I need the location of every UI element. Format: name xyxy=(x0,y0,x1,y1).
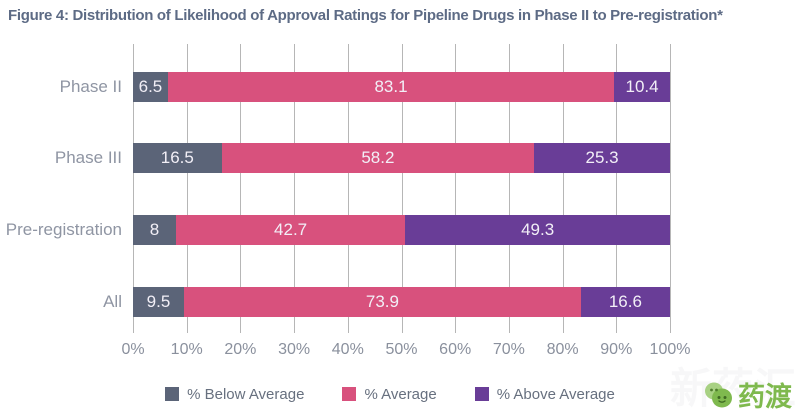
x-tick-label-70%: 70% xyxy=(492,341,525,358)
bar-segment: 10.4 xyxy=(614,72,670,102)
gridline-100% xyxy=(670,44,671,333)
x-tick-label-20%: 20% xyxy=(224,341,257,358)
x-tick-label-10%: 10% xyxy=(170,341,203,358)
legend-swatch-icon xyxy=(342,387,357,401)
plot-area: 6.5 83.1 10.4 16.5 58.2 25.3 8 42.7 49.3 9.5 73.9 1… xyxy=(133,44,671,333)
category-label-phase-iii: Phase III xyxy=(54,148,122,167)
legend: % Below Average % Average % Above Average xyxy=(0,384,780,404)
category-label-pre-registration: Pre-registration xyxy=(5,220,122,239)
gridline-90% xyxy=(616,44,618,333)
gridline-10% xyxy=(186,44,188,333)
x-axis-ticks: 0% 10% 20% 30% 40% 50% 60% 70% 80% 90% 100% xyxy=(121,341,690,361)
bar-value-label: 73.9 xyxy=(365,292,399,311)
bar-value-label: 83.1 xyxy=(374,77,408,96)
brand-logo: 药渡 xyxy=(704,381,792,414)
gridline-30% xyxy=(294,44,296,333)
gridline-70% xyxy=(508,44,510,333)
x-tick-label-100%: 100% xyxy=(649,341,691,358)
x-tick-label-30%: 30% xyxy=(278,341,311,358)
bar-value-label: 10.4 xyxy=(625,77,659,96)
bar-segment: 83.1 xyxy=(167,72,615,102)
background-watermark: 新药汇 xyxy=(669,365,796,412)
bar-segment: 16.6 xyxy=(580,287,670,317)
x-tick-label-60%: 60% xyxy=(439,341,472,358)
bar-segment: 42.7 xyxy=(175,215,406,245)
bar-segment: 25.3 xyxy=(534,143,670,173)
legend-swatch-icon xyxy=(165,387,180,401)
bar-row-phase-ii: 6.5 83.1 10.4 xyxy=(133,72,670,102)
bar-row-pre-registration: 8 42.7 49.3 xyxy=(133,215,670,245)
legend-item: % Average xyxy=(342,385,437,403)
x-tick-label-90%: 90% xyxy=(600,341,633,358)
leaf-mascot-icon xyxy=(704,381,734,414)
brand-name-text: 药渡 xyxy=(738,382,792,412)
gridline-20% xyxy=(240,44,242,333)
category-label-phase-ii: Phase II xyxy=(59,77,122,96)
legend-label: % Below Average xyxy=(187,385,305,403)
bar-row-all: 9.5 73.9 16.6 xyxy=(133,287,670,317)
bar-value-label: 8 xyxy=(149,220,160,239)
bar-value-label: 9.5 xyxy=(146,292,171,311)
gridline-60% xyxy=(455,44,457,333)
bar-value-label: 25.3 xyxy=(585,148,619,167)
x-tick-label-50%: 50% xyxy=(385,341,418,358)
bar-value-label: 42.7 xyxy=(274,220,308,239)
bar-segment: 8 xyxy=(133,215,176,245)
bar-segment: 16.5 xyxy=(133,143,222,173)
gridline-50% xyxy=(401,44,403,333)
bar-value-label: 58.2 xyxy=(361,148,395,167)
bar-value-label: 16.5 xyxy=(160,148,194,167)
x-tick-label-0%: 0% xyxy=(121,341,145,358)
legend-item: % Below Average xyxy=(165,386,304,403)
chart-title: Figure 4: Distribution of Likelihood of … xyxy=(8,7,723,24)
x-tick-label-80%: 80% xyxy=(546,341,579,358)
legend-swatch-icon xyxy=(474,387,489,401)
legend-label: % Average xyxy=(364,385,437,403)
x-tick-label-40%: 40% xyxy=(331,341,364,358)
bar-segment: 73.9 xyxy=(184,287,581,317)
gridline-40% xyxy=(347,44,349,333)
legend-label: % Above Average xyxy=(496,385,615,403)
bar-value-label: 16.6 xyxy=(608,292,642,311)
bar-value-label: 49.3 xyxy=(521,220,555,239)
category-label-all: All xyxy=(103,292,122,311)
bar-value-label: 6.5 xyxy=(138,77,163,96)
bar-segment: 6.5 xyxy=(133,72,168,102)
gridline-0% xyxy=(133,44,134,333)
legend-item: % Above Average xyxy=(474,385,615,403)
bar-segment: 58.2 xyxy=(221,143,535,173)
bar-row-phase-iii: 16.5 58.2 25.3 xyxy=(133,143,670,173)
bar-segment: 49.3 xyxy=(405,215,670,245)
bar-segment: 9.5 xyxy=(133,287,184,317)
gridline-80% xyxy=(562,44,564,333)
